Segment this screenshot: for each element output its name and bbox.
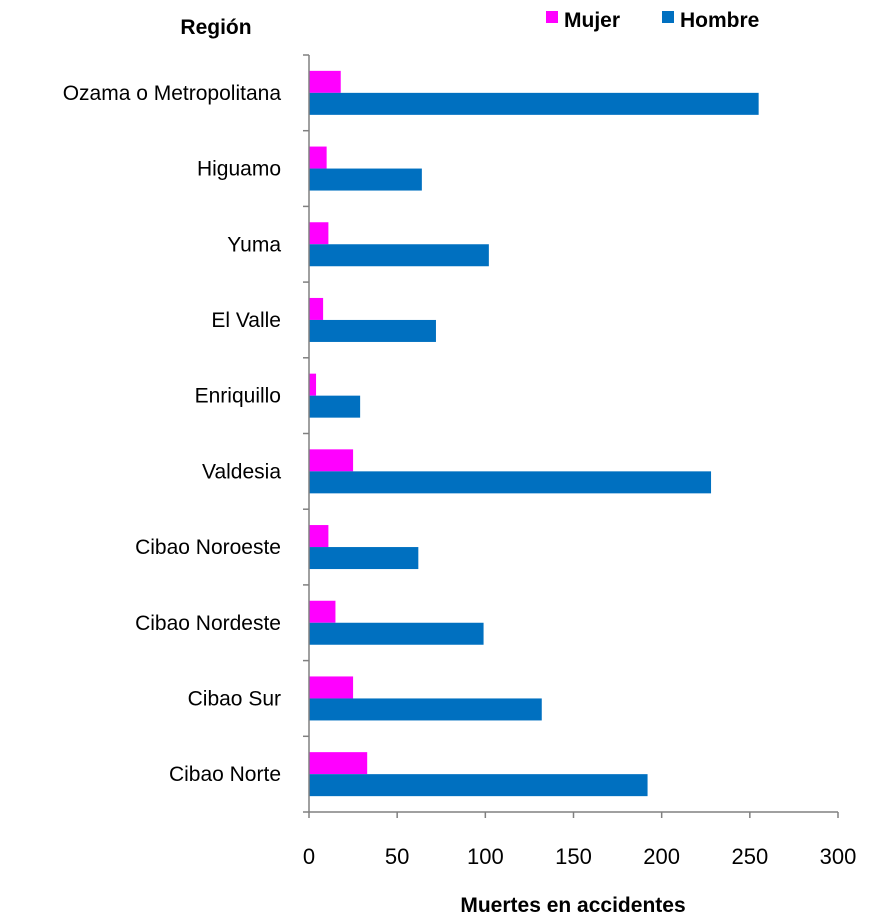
bar-hombre-cibao-nordeste [309,622,484,645]
category-label-higuamo: Higuamo [197,158,281,181]
x-tick-label-100: 100 [467,844,504,869]
bar-mujer-cibao-sur [309,676,354,699]
category-label-cibao-noroeste: Cibao Noroeste [135,536,281,559]
y-axis-title: Región [180,16,251,39]
bar-mujer-ozama-o-metropolitana [309,70,341,93]
bar-mujer-enriquillo [309,373,317,396]
bar-hombre-cibao-norte [309,774,648,797]
category-label-el-valle: El Valle [211,309,281,332]
x-tick-label-50: 50 [385,844,409,869]
bar-hombre-enriquillo [309,395,361,418]
bar-mujer-cibao-noroeste [309,525,329,548]
bar-hombre-el-valle [309,319,436,342]
bar-hombre-cibao-sur [309,698,542,721]
x-tick-label-300: 300 [820,844,857,869]
x-tick-label-250: 250 [731,844,768,869]
legend: Mujer Hombre [546,9,759,32]
x-axis-title: Muertes en accidentes [460,894,685,917]
category-label-yuma: Yuma [227,233,281,256]
bar-hombre-yuma [309,244,489,267]
bar-mujer-yuma [309,222,329,245]
x-tick-label-150: 150 [555,844,592,869]
x-tick-label-200: 200 [643,844,680,869]
category-labels: Ozama o Metropolitana Higuamo Yuma El Valle… [63,82,282,786]
bar-mujer-cibao-norte [309,752,368,775]
x-tick-label-0: 0 [303,844,315,869]
x-ticks: 0 50 100 150 200 250 300 [303,812,856,869]
legend-label-mujer: Mujer [564,9,620,32]
bar-hombre-higuamo [309,168,422,191]
category-label-cibao-nordeste: Cibao Nordeste [135,612,281,635]
category-label-enriquillo: Enriquillo [195,385,281,408]
category-label-valdesia: Valdesia [202,460,281,483]
legend-label-hombre: Hombre [680,9,759,32]
bar-hombre-cibao-noroeste [309,547,419,570]
bar-mujer-cibao-nordeste [309,600,336,623]
legend-swatch-mujer [546,11,558,23]
bar-hombre-valdesia [309,471,712,494]
bar-mujer-el-valle [309,297,324,320]
bars [309,70,759,797]
legend-swatch-hombre [662,11,674,23]
bar-mujer-valdesia [309,449,354,472]
bar-mujer-higuamo [309,146,327,169]
category-label-ozama-o-metropolitana: Ozama o Metropolitana [63,82,282,105]
category-label-cibao-sur: Cibao Sur [188,687,281,710]
y-ticks [303,54,309,813]
category-label-cibao-norte: Cibao Norte [169,763,281,786]
bar-hombre-ozama-o-metropolitana [309,92,759,115]
